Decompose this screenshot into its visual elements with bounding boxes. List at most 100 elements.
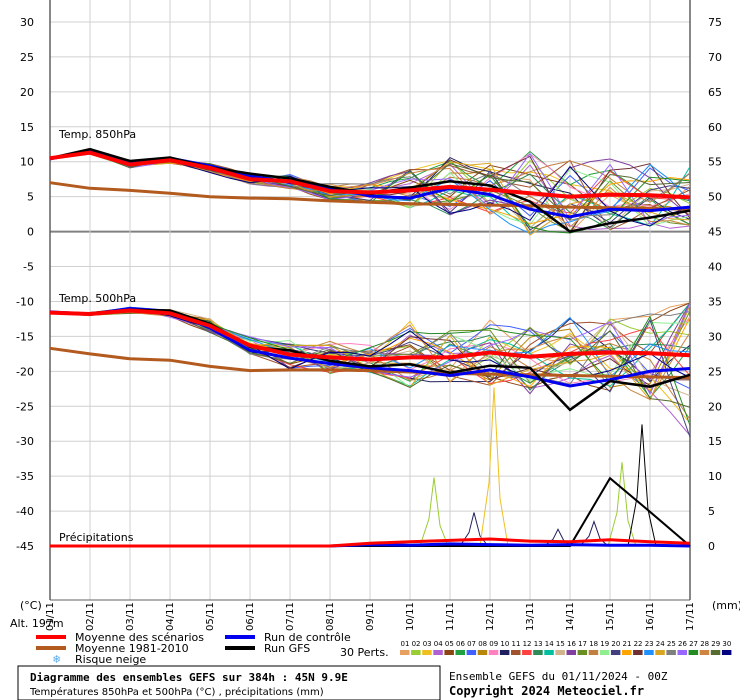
x-tick-label: 05/11 [205,602,216,631]
pert-legend-swatch [422,650,432,655]
pert-legend-label: 22 [634,640,643,648]
pert-legend-swatch [522,650,532,655]
left-tick-label: -30 [16,435,34,448]
altitude-label: Alt. 197m [10,617,64,630]
t500-member-28 [49,311,691,401]
pert-legend-label: 11 [512,640,521,648]
x-tick-label: 10/11 [405,602,416,631]
pert-legend-label: 12 [523,640,532,648]
left-tick-label: 25 [20,51,34,64]
pert-legend-label: 03 [423,640,432,648]
pert-legend-label: 09 [489,640,498,648]
left-tick-label: -10 [16,295,34,308]
precip-member-peak [479,387,509,547]
pert-legend-swatch [466,650,477,655]
left-tick-label: 20 [20,86,34,99]
pert-legend-swatch [677,650,687,655]
left-tick-label: 0 [27,226,34,239]
pert-legend-swatch [644,650,654,655]
x-tick-label: 01/11 [45,602,56,631]
t850-climo-line [49,181,691,211]
pert-legend-label: 08 [478,640,487,648]
x-tick-label: 03/11 [125,602,136,631]
pert-legend-label: 13 [534,640,543,648]
right-tick-label: 50 [708,191,722,204]
legend-gfs-label: Run GFS [264,642,310,655]
pert-legend-swatch [666,650,676,655]
pert-legend-label: 18 [589,640,598,648]
legend-snow-label: Risque neige [75,653,146,666]
right-tick-label: 75 [708,16,722,29]
pert-legend-swatch [710,650,721,655]
right-tick-label: 60 [708,121,722,134]
pert-legend-swatch [444,650,454,655]
x-tick-label: 17/11 [685,602,696,631]
t500-mean-line [49,308,691,362]
left-tick-label: -35 [16,470,34,483]
t850-mean-line [49,150,691,200]
x-tick-label: 13/11 [525,602,536,631]
pert-legend-label: 05 [445,640,454,648]
x-tick-label: 08/11 [325,602,336,631]
x-tick-label: 11/11 [445,602,456,631]
right-tick-label: 70 [708,51,722,64]
pert-legend-swatch [499,650,510,655]
panel-label-precip: Précipitations [59,531,134,544]
x-tick-label: 02/11 [85,602,96,631]
pert-legend-swatch [577,650,588,655]
right-tick-label: 65 [708,86,722,99]
panel-label-t500: Temp. 500hPa [58,292,136,305]
pert-legend-swatch [699,650,710,655]
right-axis-unit: (mm) [712,599,740,612]
pert-legend-label: 29 [711,640,720,648]
left-tick-label: -40 [16,505,34,518]
pert-legend-label: 26 [678,640,687,648]
pert-legend-swatch [655,650,665,655]
pert-legend-swatch [511,650,521,655]
legend-control-label: Run de contrôle [264,631,351,644]
pert-legend-label: 16 [567,640,576,648]
pert-legend-label: 24 [656,640,665,648]
x-tick-label: 16/11 [645,602,656,631]
right-tick-label: 5 [708,505,715,518]
title-box [17,665,441,700]
precip-member-peak [419,477,449,547]
pert-legend-swatch [622,650,632,655]
left-tick-label: -5 [23,261,34,274]
right-tick-label: 35 [708,295,722,308]
precip-member-peak [627,424,657,547]
pert-legend-label: 10 [500,640,509,648]
x-tick-label: 14/11 [565,602,576,631]
left-axis-unit: (°C) [20,599,42,612]
left-tick-label: 5 [27,191,34,204]
right-tick-label: 0 [708,540,715,553]
pert-legend-label: 30 [722,640,731,648]
series-layer [49,147,691,548]
pert-legend-label: 04 [434,640,443,648]
pert-legend-swatch [411,650,421,655]
x-tick-label: 09/11 [365,602,376,631]
pert-legend-label: 23 [645,640,654,648]
x-tick-label: 04/11 [165,602,176,631]
pert-legend-label: 27 [689,640,698,648]
pert-legend-swatch [599,650,610,655]
right-tick-label: 40 [708,261,722,274]
pert-legend-label: 20 [611,640,620,648]
pert-legend-swatch [721,650,732,655]
pert-legend-swatch [544,650,554,655]
pert-legend-swatch [400,650,410,655]
pert-legend-label: 14 [545,640,554,648]
left-tick-label: 15 [20,121,34,134]
precip-mean-line [50,537,691,548]
pert-legend-swatch [555,650,565,655]
legend-perts-label: 30 Perts. [340,646,389,659]
pert-legend-swatch [688,650,699,655]
right-tick-label: 55 [708,156,722,169]
x-tick-label: 15/11 [605,602,616,631]
t500-climo-line [49,346,691,380]
pert-legend-swatch [588,650,599,655]
left-tick-label: -45 [16,540,34,553]
pert-legend-label: 21 [623,640,632,648]
